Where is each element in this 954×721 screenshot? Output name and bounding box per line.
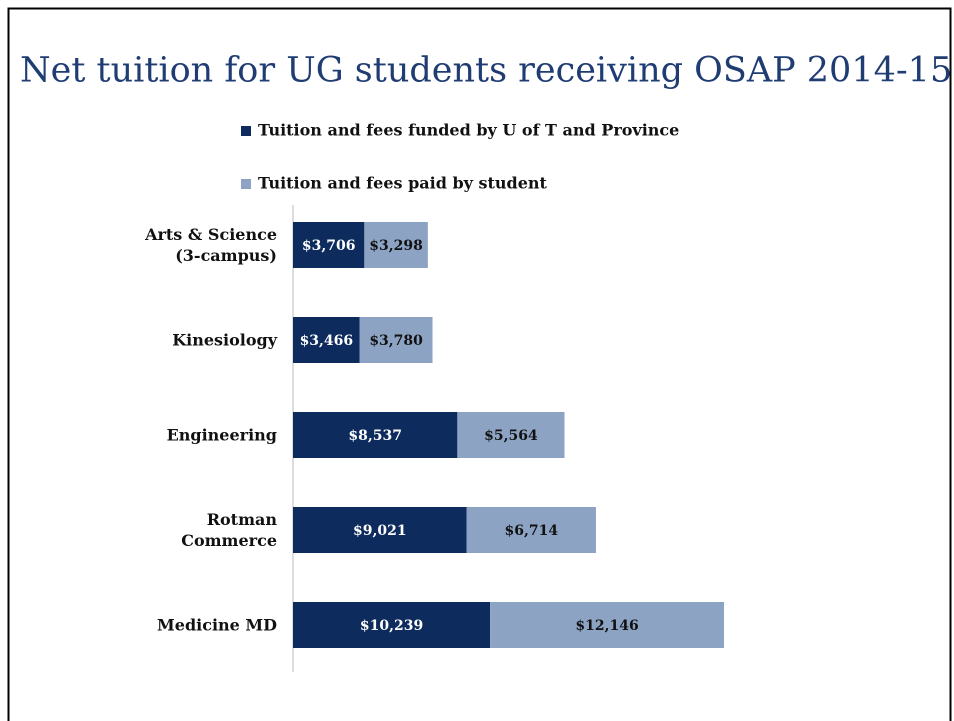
value-label: $10,239 <box>360 618 423 634</box>
value-label: $3,706 <box>302 238 356 254</box>
bar-segment <box>364 222 428 268</box>
category-label: Rotman Commerce <box>181 510 277 550</box>
bar-segment <box>293 602 491 648</box>
value-label: $12,146 <box>575 618 638 634</box>
bar-segment <box>293 317 360 363</box>
bar-segment <box>293 507 467 553</box>
category-label: Kinesiology <box>172 330 277 350</box>
legend-label: Tuition and fees funded by U of T and Pr… <box>258 121 679 140</box>
bar-segment <box>490 602 724 648</box>
bar-segment <box>466 507 596 553</box>
category-label: Medicine MD <box>157 615 277 635</box>
value-label: $6,714 <box>505 523 559 539</box>
category-label: Engineering <box>166 425 277 445</box>
bar-segment <box>293 412 458 458</box>
value-label: $3,298 <box>369 238 423 254</box>
value-label: $3,466 <box>300 333 354 349</box>
chart-title: Net tuition for UG students receiving OS… <box>20 51 952 91</box>
category-label: Arts & Science (3-campus) <box>145 225 277 265</box>
bar-segment <box>293 222 365 268</box>
bar-segment <box>457 412 565 458</box>
slide-border <box>7 7 952 721</box>
legend-swatch <box>241 126 251 136</box>
value-label: $9,021 <box>353 523 407 539</box>
legend-label: Tuition and fees paid by student <box>258 174 548 193</box>
legend-swatch <box>241 179 251 189</box>
bar-segment <box>359 317 433 363</box>
value-label: $8,537 <box>348 428 402 444</box>
value-label: $5,564 <box>484 428 538 444</box>
value-label: $3,780 <box>369 333 423 349</box>
